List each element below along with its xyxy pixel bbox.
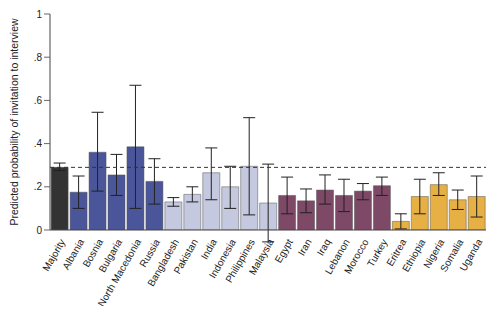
svg-text:India: India (198, 237, 219, 262)
svg-text:Bosnia: Bosnia (80, 237, 106, 269)
svg-text:Malaysia: Malaysia (247, 237, 276, 277)
svg-text:Majority: Majority (40, 237, 68, 273)
svg-text:Bangladesh: Bangladesh (145, 237, 182, 289)
svg-text:Uganda: Uganda (457, 237, 484, 273)
svg-text:Bulgaria: Bulgaria (96, 237, 125, 275)
svg-text:.6: .6 (34, 95, 43, 106)
svg-text:Morocco: Morocco (342, 237, 371, 276)
svg-text:Eritrea: Eritrea (384, 237, 409, 269)
svg-text:.2: .2 (34, 181, 43, 192)
svg-text:.4: .4 (34, 138, 43, 149)
svg-text:Iraq: Iraq (315, 237, 333, 257)
svg-text:Albania: Albania (60, 237, 86, 272)
svg-text:Predicted probability of invit: Predicted probability of invitation to i… (8, 18, 20, 226)
svg-text:Russia: Russia (137, 237, 163, 269)
svg-text:Iran: Iran (296, 237, 314, 257)
svg-text:.8: .8 (34, 52, 43, 63)
svg-text:Egypt: Egypt (273, 237, 295, 265)
svg-text:Ethiopia: Ethiopia (400, 237, 428, 274)
svg-text:Nigeria: Nigeria (421, 237, 447, 270)
svg-text:Lebanon: Lebanon (322, 237, 352, 277)
svg-text:1: 1 (36, 9, 42, 20)
svg-text:Somalia: Somalia (437, 237, 466, 274)
svg-text:North Macedonia: North Macedonia (96, 237, 144, 306)
svg-text:Pakistan: Pakistan (171, 237, 200, 276)
svg-text:0: 0 (36, 225, 42, 236)
svg-text:Philippines: Philippines (223, 237, 257, 285)
svg-text:Indonesia: Indonesia (206, 237, 238, 281)
svg-text:Turkey: Turkey (365, 237, 390, 269)
